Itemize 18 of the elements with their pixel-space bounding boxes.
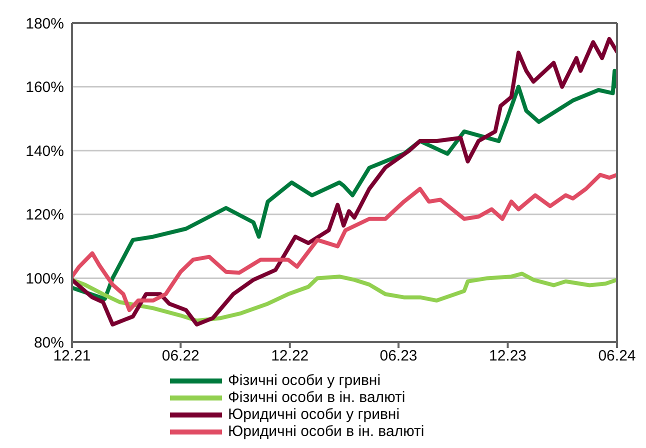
line-series [72,36,617,326]
x-tick-label: 06.24 [598,348,636,365]
y-tick-label: 140% [26,142,64,160]
y-tick-label: 100% [26,270,64,288]
legend-label: Фізичні особи у гривні [228,372,381,389]
line-series [72,68,617,301]
y-tick-label: 160% [26,79,64,96]
line-series [72,172,617,312]
line-series [72,272,617,323]
x-tick-label: 12.23 [488,348,527,365]
y-tick-label: 120% [26,206,64,224]
y-tick-label: 180% [26,15,64,32]
legend-label: Юридичні особи в ін. валюті [228,423,424,440]
x-tick-label: 06.23 [380,348,418,365]
legend-label: Юридичні особи у гривні [228,406,400,423]
legend-label: Фізичні особи в ін. валюті [228,389,406,406]
x-tick-label: 12.22 [271,348,309,365]
x-tick-label: 06.22 [162,348,200,365]
